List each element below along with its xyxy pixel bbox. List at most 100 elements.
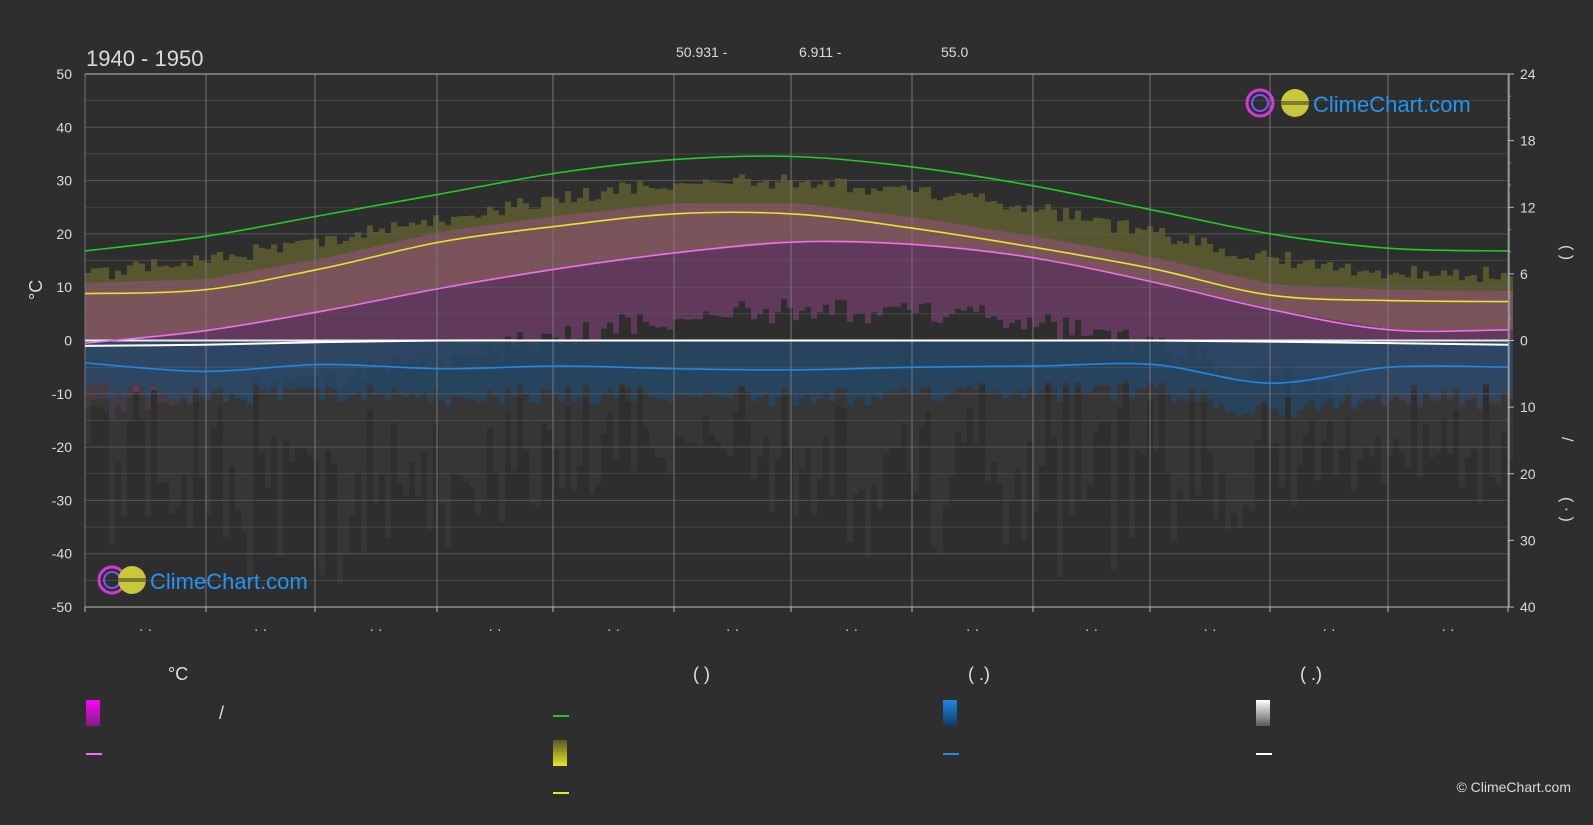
y-tick-label-right: 40 <box>1520 599 1536 615</box>
rain-band <box>145 340 151 399</box>
rain-band <box>589 340 595 404</box>
rain-band <box>883 340 889 393</box>
sunshine-band <box>97 267 103 342</box>
temperature-band <box>517 220 523 332</box>
temperature-band <box>769 203 775 324</box>
sunshine-band <box>1507 276 1513 330</box>
rain-band <box>805 340 811 396</box>
temperature-band <box>1027 235 1033 318</box>
sunshine-band <box>217 251 223 329</box>
sunshine-band <box>883 186 889 244</box>
sunshine-band <box>697 183 703 251</box>
rain-band <box>937 340 943 402</box>
precip-band <box>1225 340 1231 530</box>
rain-band <box>1291 340 1297 418</box>
precip-band <box>1351 340 1357 492</box>
sunshine-band <box>871 188 877 244</box>
sunshine-band <box>565 191 571 268</box>
temperature-band <box>241 272 247 397</box>
elevation-label: 55.0 <box>941 44 968 60</box>
rain-band <box>151 340 157 384</box>
precip-band <box>883 340 889 455</box>
x-tick-label: · · <box>488 621 501 637</box>
rain-band <box>1429 340 1435 398</box>
temperature-band <box>643 206 649 322</box>
precip-band <box>907 340 913 472</box>
precip-band <box>361 340 367 552</box>
legend-slash: / <box>219 703 225 723</box>
rain-band <box>133 340 139 383</box>
precip-band <box>181 340 187 476</box>
temperature-band <box>1231 275 1237 378</box>
legend-swatch-snow <box>1256 700 1270 726</box>
temperature-band <box>901 216 907 304</box>
rain-band <box>1243 340 1249 414</box>
rain-band <box>1465 340 1471 397</box>
temperature-band <box>325 257 331 373</box>
sunshine-band <box>193 255 199 333</box>
temperature-band <box>1279 284 1285 387</box>
precip-band <box>1021 340 1027 542</box>
series-lines <box>84 155 1509 384</box>
temperature-band <box>775 203 781 313</box>
sunshine-band <box>211 254 217 330</box>
temperature-band <box>565 214 571 327</box>
rain-band <box>181 340 187 396</box>
sunshine-band <box>1057 221 1063 263</box>
precip-band <box>829 340 835 497</box>
precip-band <box>355 340 361 471</box>
x-tick-label: · · <box>254 621 267 637</box>
temperature-band <box>1237 276 1243 382</box>
temperature-band <box>397 241 403 365</box>
temperature-band <box>1483 290 1489 384</box>
rain-band <box>1033 340 1039 395</box>
temperature-band <box>277 266 283 394</box>
temperature-band <box>1003 231 1009 329</box>
sunshine-band <box>1345 263 1351 323</box>
sunshine-band <box>949 195 955 249</box>
rain-band <box>595 340 601 403</box>
rain-band <box>493 340 499 397</box>
temperature-band <box>1291 285 1297 393</box>
legend-line-daylight <box>553 715 569 717</box>
temperature-band <box>973 227 979 312</box>
temperature-band <box>715 203 721 317</box>
temperature-band <box>1261 282 1267 365</box>
precip-band <box>163 340 169 483</box>
temperature-band <box>1021 234 1027 330</box>
y-tick-label-left: -10 <box>52 386 72 402</box>
sunshine-band <box>223 260 229 328</box>
rain-band <box>469 340 475 399</box>
precip-band <box>1243 340 1249 506</box>
sunshine-band <box>283 242 289 318</box>
y-tick-label-left: -20 <box>52 439 72 455</box>
x-tick-label: · · <box>369 621 382 637</box>
rain-band <box>781 340 787 388</box>
precip-band <box>943 340 949 506</box>
temperature-band <box>265 268 271 388</box>
rain-band <box>1411 340 1417 385</box>
temperature-band <box>1129 253 1135 353</box>
rain-band <box>1441 340 1447 390</box>
sunshine-band <box>91 268 97 343</box>
sunshine-band <box>1441 270 1447 330</box>
y-tick-label-right: 18 <box>1520 133 1536 149</box>
temperature-band <box>1183 264 1189 362</box>
sunshine-band <box>133 261 139 339</box>
temperature-band <box>739 203 745 302</box>
legend-head-temperature: °C <box>168 664 189 684</box>
temperature-band <box>469 227 475 355</box>
temperature-band <box>811 205 817 319</box>
sunshine-band <box>937 200 943 248</box>
sunshine-band <box>1261 250 1267 308</box>
rain-band <box>247 340 253 405</box>
temperature-band <box>457 229 463 355</box>
precip-band <box>385 340 391 539</box>
temperature-band <box>793 203 799 321</box>
sunshine-band <box>1033 211 1039 258</box>
precip-band <box>1219 340 1225 472</box>
sunshine-band <box>679 183 685 253</box>
sunshine-band <box>1117 220 1123 275</box>
precip-band <box>1195 340 1201 495</box>
precip-band <box>409 340 415 462</box>
